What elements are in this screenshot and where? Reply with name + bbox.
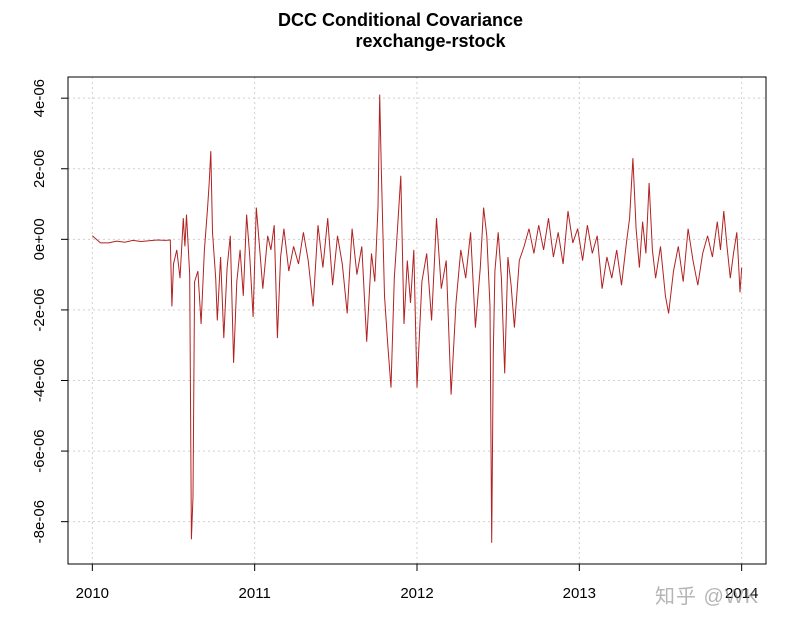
grid-layer <box>68 77 766 564</box>
y-tick-label: 4e-06 <box>31 79 48 117</box>
y-tick-label: -8e-06 <box>31 500 48 543</box>
y-tick-label: -4e-06 <box>31 359 48 402</box>
x-tick-label: 2011 <box>239 585 271 602</box>
y-tick-label: -2e-06 <box>31 288 48 331</box>
watermark: 知乎 @WK <box>655 586 760 608</box>
chart-title: DCC Conditional Covariance <box>277 10 524 30</box>
x-tick-label: 2010 <box>76 585 109 602</box>
x-tick-label: 2012 <box>400 585 433 602</box>
y-tick-label: -6e-06 <box>31 429 48 472</box>
y-tick-label: 2e-06 <box>31 150 48 188</box>
chart-subtitle: rexchange-rstock <box>355 31 506 51</box>
series-line <box>91 94 743 543</box>
axis-layer: 2010 2011 2012 2013 2014 -8e-06 -6e-06 -4e-06 -2… <box>31 79 758 602</box>
x-tick-label: 2014 <box>725 585 758 602</box>
plot-frame <box>67 76 767 565</box>
x-tick-label: 2013 <box>563 585 596 602</box>
series-layer <box>91 94 743 543</box>
y-tick-label: 0e+00 <box>31 218 48 260</box>
